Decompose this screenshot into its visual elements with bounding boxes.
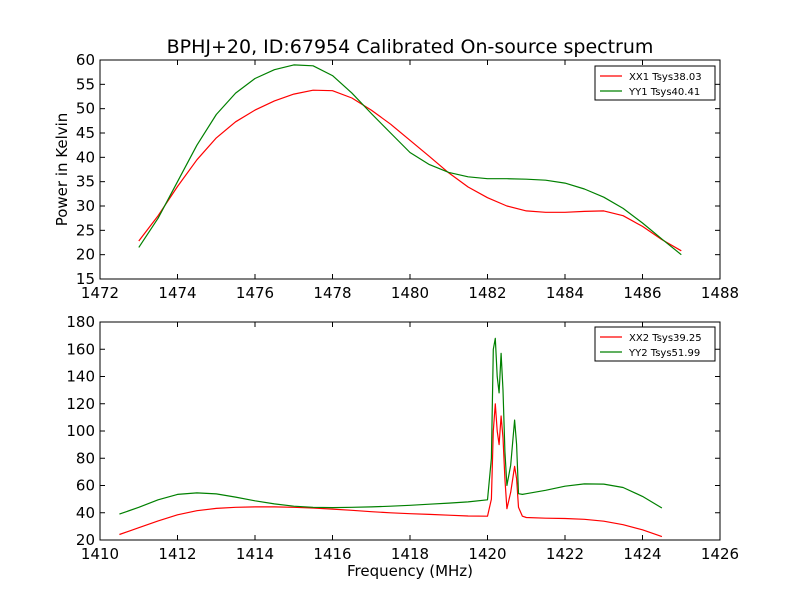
y-tick-label: 20: [76, 531, 95, 549]
y-tick-label: 25: [76, 221, 95, 239]
y-tick-label: 55: [76, 75, 95, 93]
top-plot: 1472 1474 1476 1478 1480 1482 1484 1486 1488 15 20…: [53, 51, 739, 302]
y-tick-label: 40: [76, 504, 95, 522]
x-tick-label: 1418: [391, 545, 429, 563]
figure-title: BPHJ+20, ID:67954 Calibrated On-source s…: [167, 36, 654, 58]
legend-entry: YY2 Tsys51.99: [628, 348, 700, 359]
x-tick-label: 1416: [313, 545, 351, 563]
y-tick-label: 140: [66, 368, 95, 386]
x-tick-label: 1480: [391, 284, 429, 302]
legend-frame: [594, 65, 716, 101]
y-tick-label: 80: [76, 449, 95, 467]
series-group: [119, 337, 663, 538]
x-tick-label: 1478: [313, 284, 351, 302]
x-tick-label: 1414: [236, 545, 274, 563]
x-tick-label: 1424: [623, 545, 661, 563]
y-tick-label: 180: [66, 313, 95, 331]
y-tick-label: 20: [76, 246, 95, 264]
legend: XX2 Tsys39.25 YY2 Tsys51.99: [594, 326, 716, 362]
legend-entry: XX2 Tsys39.25: [629, 333, 702, 344]
series-line-2: [119, 337, 663, 515]
y-tick-label: 120: [66, 395, 95, 413]
legend: XX1 Tsys38.03 YY1 Tsys40.41: [594, 65, 716, 101]
series-line-2: [138, 64, 682, 256]
legend-entry: YY1 Tsys40.41: [628, 87, 700, 98]
x-axis-label: Frequency (MHz): [347, 562, 473, 580]
x-tick-label: 1474: [158, 284, 196, 302]
y-tick-label: 45: [76, 124, 95, 142]
x-tick-label: 1426: [701, 545, 739, 563]
x-tick-label: 1412: [158, 545, 196, 563]
x-tick-label: 1488: [701, 284, 739, 302]
y-tick-label: 40: [76, 148, 95, 166]
x-tick-label: 1422: [546, 545, 584, 563]
y-tick-label: 30: [76, 197, 95, 215]
series-group: [138, 64, 682, 256]
y-tick-label: 35: [76, 173, 95, 191]
y-tick-label: 100: [66, 422, 95, 440]
x-tick-label: 1420: [468, 545, 506, 563]
y-tick-label: 60: [76, 51, 95, 69]
x-tick-label: 1472: [81, 284, 119, 302]
y-tick-label: 50: [76, 100, 95, 118]
x-tick-label: 1476: [236, 284, 274, 302]
y-tick-label: 160: [66, 340, 95, 358]
legend-frame: [594, 326, 716, 362]
legend-entry: XX1 Tsys38.03: [629, 72, 702, 83]
bottom-plot: 1410 1412 1414 1416 1418 1420 1422 1424 1426 20 40…: [66, 313, 739, 580]
x-tick-label: 1486: [623, 284, 661, 302]
series-line-1: [138, 89, 682, 252]
x-tick-label: 1482: [468, 284, 506, 302]
y-tick-label: 60: [76, 477, 95, 495]
y-tick-label: 15: [76, 270, 95, 288]
series-line-1: [119, 403, 663, 538]
x-tick-label: 1410: [81, 545, 119, 563]
y-axis-label: Power in Kelvin: [53, 113, 71, 227]
x-tick-label: 1484: [546, 284, 584, 302]
